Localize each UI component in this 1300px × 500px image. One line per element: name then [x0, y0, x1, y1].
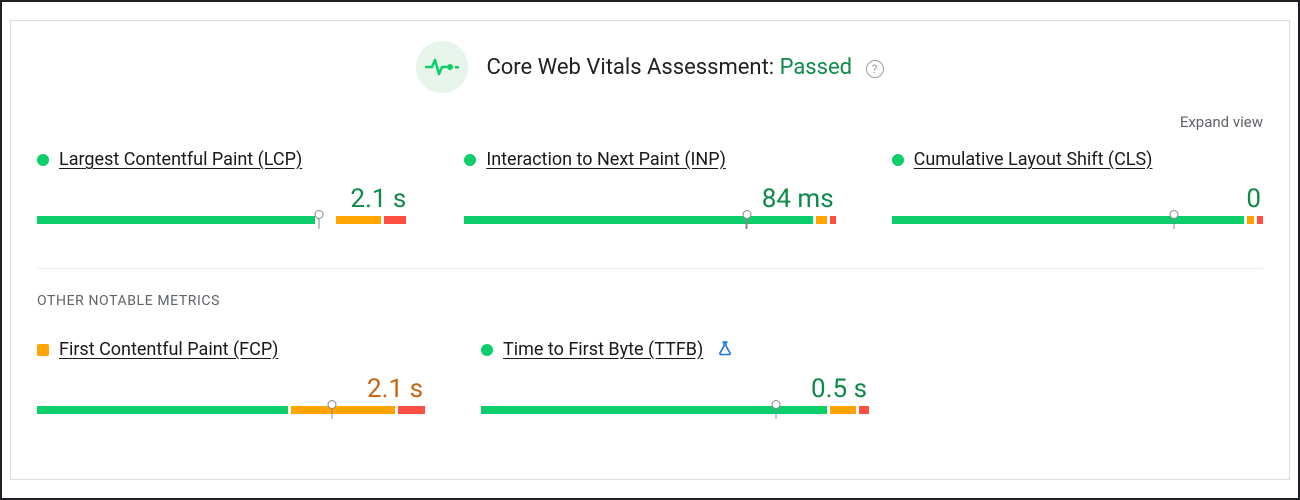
marker-icon: [315, 210, 324, 229]
other-metrics-row: First Contentful Paint (FCP) 2.1 s Time to…: [37, 339, 1263, 422]
bar-segment: [859, 406, 869, 414]
bar-segment: [291, 406, 395, 414]
bar-segment: [464, 216, 813, 224]
bar-segment: [37, 406, 288, 414]
other-metrics-label: OTHER NOTABLE METRICS: [37, 293, 1263, 309]
metric-head: Time to First Byte (TTFB): [481, 339, 869, 360]
metric-value: 0: [892, 184, 1263, 214]
bar-segment: [1257, 216, 1263, 224]
metric-value: 2.1 s: [37, 184, 408, 214]
assessment-status: Passed: [780, 55, 853, 80]
metric-name-link[interactable]: First Contentful Paint (FCP): [59, 339, 278, 360]
help-icon[interactable]: ?: [866, 60, 884, 78]
metric-head: First Contentful Paint (FCP): [37, 339, 425, 360]
metric-inp: Interaction to Next Paint (INP) 84 ms: [464, 149, 835, 232]
metric-head: Interaction to Next Paint (INP): [464, 149, 835, 170]
bar-segment: [830, 216, 836, 224]
core-metrics-row: Largest Contentful Paint (LCP) 2.1 s Inter…: [37, 149, 1263, 232]
bar-segment: [384, 216, 406, 224]
metric-fcp: First Contentful Paint (FCP) 2.1 s: [37, 339, 425, 422]
marker-icon: [1169, 210, 1178, 229]
bar-segment: [37, 216, 315, 224]
distribution-bar: [464, 216, 835, 232]
expand-view-link[interactable]: Expand view: [1180, 113, 1263, 131]
metric-cls: Cumulative Layout Shift (CLS) 0: [892, 149, 1263, 232]
header: Core Web Vitals Assessment: Passed ?: [37, 41, 1263, 93]
distribution-bar: [481, 406, 869, 422]
marker-icon: [771, 400, 780, 419]
metric-name-link[interactable]: Cumulative Layout Shift (CLS): [914, 149, 1153, 170]
metric-value: 84 ms: [464, 184, 835, 214]
metric-name-link[interactable]: Time to First Byte (TTFB): [503, 339, 703, 360]
bar-segment: [1247, 216, 1254, 224]
metric-head: Cumulative Layout Shift (CLS): [892, 149, 1263, 170]
distribution-bar: [892, 216, 1263, 232]
metric-value: 0.5 s: [481, 374, 869, 404]
status-dot-icon: [464, 154, 476, 166]
bar-segment: [830, 406, 857, 414]
metric-ttfb: Time to First Byte (TTFB) 0.5 s: [481, 339, 869, 422]
title-prefix: Core Web Vitals Assessment:: [486, 55, 779, 80]
bar-segment: [892, 216, 1244, 224]
status-dot-icon: [37, 344, 49, 356]
metric-head: Largest Contentful Paint (LCP): [37, 149, 408, 170]
status-dot-icon: [37, 154, 49, 166]
bar-segment: [816, 216, 827, 224]
assessment-title: Core Web Vitals Assessment: Passed ?: [486, 55, 883, 80]
experimental-flask-icon: [717, 340, 733, 360]
marker-icon: [742, 210, 751, 229]
distribution-bar: [37, 406, 425, 422]
status-dot-icon: [481, 344, 493, 356]
section-divider: [37, 268, 1263, 269]
metric-name-link[interactable]: Interaction to Next Paint (INP): [486, 149, 726, 170]
marker-icon: [327, 400, 336, 419]
bar-segment: [398, 406, 425, 414]
metric-name-link[interactable]: Largest Contentful Paint (LCP): [59, 149, 302, 170]
metric-value: 2.1 s: [37, 374, 425, 404]
status-dot-icon: [892, 154, 904, 166]
bar-segment: [336, 216, 381, 224]
metric-lcp: Largest Contentful Paint (LCP) 2.1 s: [37, 149, 408, 232]
vitals-pulse-icon: [416, 41, 468, 93]
distribution-bar: [37, 216, 408, 232]
